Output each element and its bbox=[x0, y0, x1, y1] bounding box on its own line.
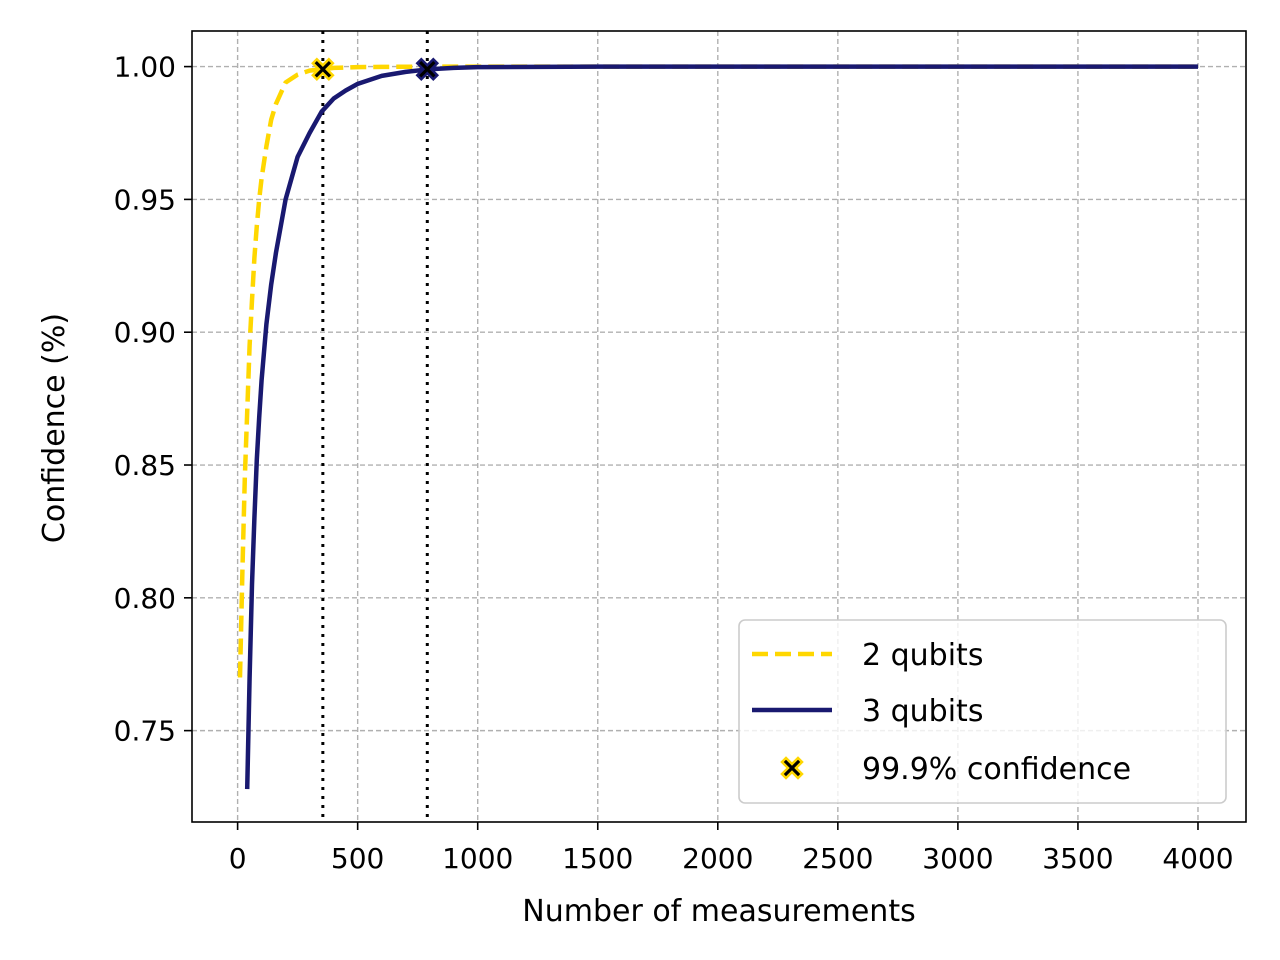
y-tick-label: 1.00 bbox=[114, 51, 176, 84]
series-line-3-qubits bbox=[244, 64, 1198, 790]
x-tick-label: 4000 bbox=[1162, 842, 1233, 875]
y-axis-label: Confidence (%) bbox=[37, 313, 72, 543]
x-tick-label: 1000 bbox=[442, 842, 513, 875]
x-tick-label: 3000 bbox=[922, 842, 993, 875]
legend-label-confidence: 99.9% confidence bbox=[862, 752, 1131, 787]
plot-frame bbox=[191, 30, 1247, 823]
y-tick-label: 0.80 bbox=[114, 582, 176, 615]
confidence-markers bbox=[311, 57, 440, 82]
y-tick-label: 0.85 bbox=[114, 449, 176, 482]
legend-swatch-confidence-marker bbox=[780, 756, 804, 780]
threshold-lines bbox=[321, 31, 429, 822]
y-tick-label: 0.95 bbox=[114, 183, 176, 216]
x-tick-label: 500 bbox=[331, 842, 384, 875]
x-tick-label: 2500 bbox=[802, 842, 873, 875]
series-lines bbox=[237, 64, 1198, 790]
axis-ticks: 0 500 1000 1500 2000 2500 3000 3500 4000 0.75 0.80… bbox=[114, 51, 1234, 875]
x-tick-label: 3500 bbox=[1042, 842, 1113, 875]
legend-label-3-qubits: 3 qubits bbox=[862, 694, 983, 729]
x-tick-label: 0 bbox=[229, 842, 247, 875]
legend-label-2-qubits: 2 qubits bbox=[862, 638, 983, 673]
y-tick-label: 0.75 bbox=[114, 715, 176, 748]
x-tick-label: 1500 bbox=[562, 842, 633, 875]
confidence-marker bbox=[311, 57, 335, 82]
legend: 2 qubits 3 qubits 99.9% confidence bbox=[738, 619, 1227, 804]
x-tick-label: 2000 bbox=[682, 842, 753, 875]
x-axis-label: Number of measurements bbox=[522, 894, 915, 929]
legend-box bbox=[738, 619, 1227, 804]
confidence-marker bbox=[415, 57, 440, 82]
y-tick-label: 0.90 bbox=[114, 316, 176, 349]
